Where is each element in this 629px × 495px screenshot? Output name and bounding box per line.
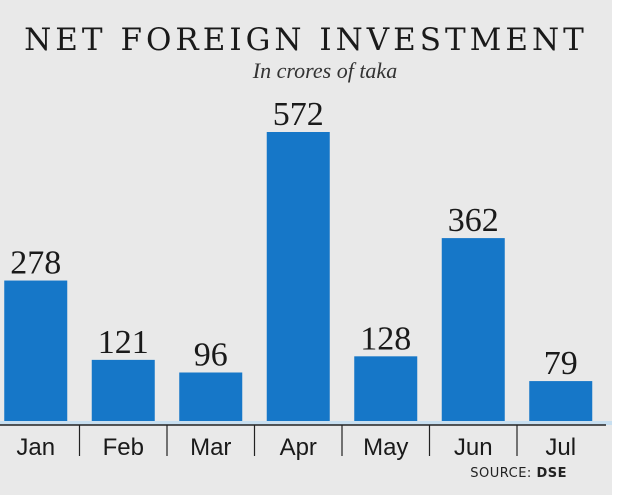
bars-group (4, 132, 593, 421)
category-label-mar: Mar (190, 434, 231, 461)
chart-subtitle: In crores of taka (252, 58, 398, 83)
source-label: SOURCE: (470, 466, 532, 481)
value-label-may: 128 (360, 320, 411, 357)
bar-mar (179, 372, 243, 421)
chart-title: NET FOREIGN INVESTMENT (24, 22, 588, 58)
category-labels-group: Jan Feb Mar Apr May Jun Jul (16, 434, 576, 461)
chart-panel: NET FOREIGN INVESTMENT In crores of taka… (0, 0, 612, 495)
bar-apr (266, 132, 330, 421)
source-note: SOURCE: DSE (470, 466, 567, 481)
bar-jun (441, 238, 505, 421)
bar-jan (4, 280, 68, 421)
value-label-jan: 278 (10, 245, 61, 282)
bar-chart: 278 121 96 572 128 362 79 Jan Feb Mar Apr May Jun Ju… (0, 96, 612, 461)
value-labels-group: 278 121 96 572 128 362 79 (10, 96, 578, 382)
category-label-apr: Apr (280, 434, 317, 461)
value-label-feb: 121 (98, 324, 149, 361)
x-axis (0, 421, 612, 426)
bar-may (354, 356, 418, 421)
value-label-apr: 572 (273, 96, 324, 133)
x-axis-strip (0, 421, 612, 425)
bar-feb (91, 359, 155, 421)
x-ticks-group (78, 425, 518, 456)
category-label-jul: Jul (545, 434, 576, 461)
category-label-jan: Jan (16, 434, 55, 461)
bar-jul (529, 381, 593, 421)
category-label-feb: Feb (103, 434, 144, 461)
category-label-jun: Jun (454, 434, 493, 461)
value-label-jun: 362 (448, 202, 499, 239)
category-label-may: May (363, 434, 408, 461)
value-label-jul: 79 (544, 345, 578, 382)
source-name: DSE (536, 466, 567, 481)
value-label-mar: 96 (194, 336, 228, 373)
